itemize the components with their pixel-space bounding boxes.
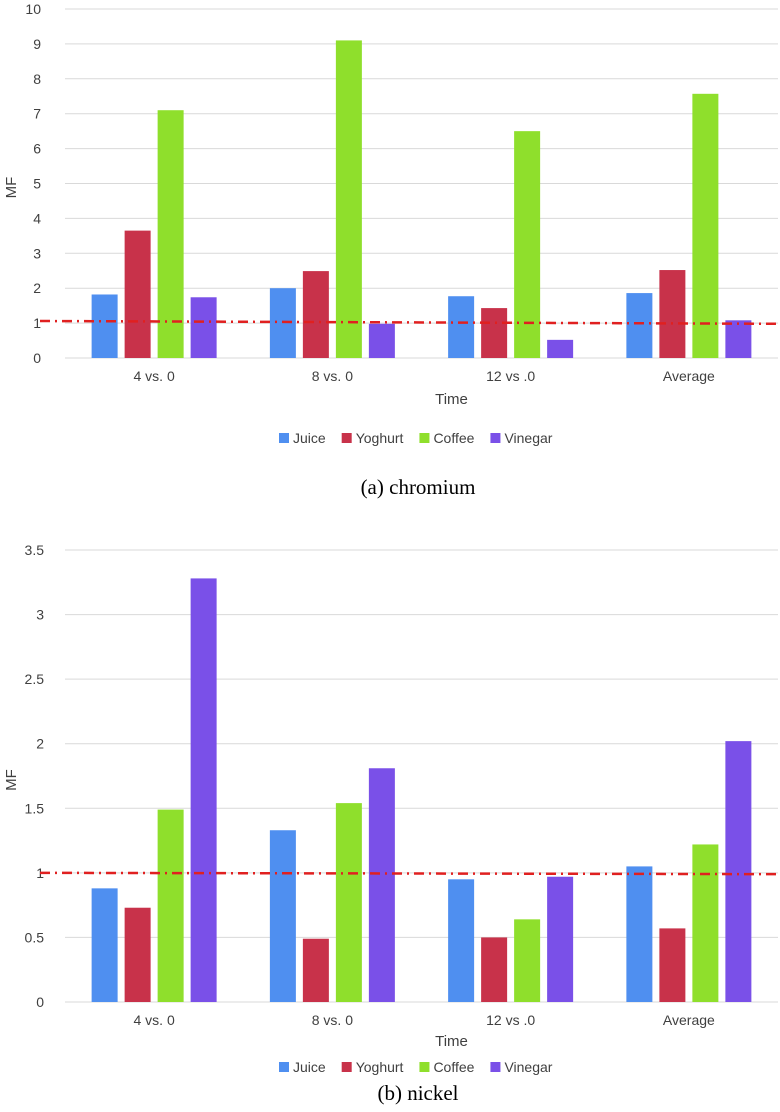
legend-label-vinegar: Vinegar — [504, 430, 552, 446]
chart-caption: (a) chromium — [361, 475, 476, 499]
y-axis-title: MF — [3, 177, 20, 199]
bar-coffee — [514, 919, 541, 1002]
legend-label-juice: Juice — [293, 1059, 326, 1075]
y-tick-label: 2 — [36, 736, 44, 752]
y-tick-label: 3.5 — [25, 542, 45, 558]
bar-coffee — [157, 809, 184, 1002]
bar-vinegar — [368, 323, 395, 358]
legend-swatch-juice — [279, 433, 289, 443]
chromium-chart: 0 1 2 3 4 5 6 7 8 9 10 4 vs. 0 8 vs. 0 12 vs .0 Averag… — [3, 1, 779, 499]
bar-yoghurt — [659, 270, 686, 358]
bar-coffee — [692, 844, 719, 1002]
legend-label-coffee: Coffee — [433, 430, 474, 446]
y-tick-label: 2 — [33, 280, 41, 296]
bar-yoghurt — [481, 937, 508, 1002]
y-tick-label: 4 — [33, 210, 41, 226]
legend-label-vinegar: Vinegar — [504, 1059, 552, 1075]
legend-swatch-vinegar — [490, 1062, 501, 1072]
bar-vinegar — [368, 768, 395, 1002]
bar-yoghurt — [124, 907, 151, 1002]
y-tick-label: 6 — [33, 141, 41, 157]
bar-juice — [626, 866, 653, 1002]
bar-coffee — [692, 93, 719, 358]
x-tick-label: 12 vs .0 — [486, 368, 535, 384]
y-tick-label: 0 — [36, 994, 44, 1010]
bar-vinegar — [547, 339, 574, 358]
legend-swatch-coffee — [419, 1062, 430, 1072]
y-axis-title: MF — [3, 769, 20, 791]
bar-juice — [448, 296, 475, 358]
legend-swatch-vinegar — [490, 433, 501, 443]
bar-vinegar — [725, 741, 752, 1002]
bar-yoghurt — [659, 928, 686, 1002]
bar-juice — [91, 888, 118, 1002]
x-tick-label: Average — [663, 368, 715, 384]
legend-label-yoghurt: Yoghurt — [356, 1059, 404, 1075]
x-axis-title: Time — [435, 1033, 468, 1050]
bar-vinegar — [190, 297, 217, 358]
y-tick-label: 7 — [33, 106, 41, 122]
legend-swatch-yoghurt — [341, 433, 352, 443]
bar-vinegar — [547, 876, 574, 1002]
y-tick-label: 9 — [33, 36, 41, 52]
y-tick-label: 1 — [33, 315, 41, 331]
legend-swatch-juice — [279, 1062, 289, 1072]
bar-yoghurt — [302, 938, 329, 1002]
chart-caption: (b) nickel — [377, 1081, 458, 1105]
y-tick-label: 1.5 — [25, 800, 45, 816]
bar-coffee — [157, 110, 184, 359]
bar-yoghurt — [124, 230, 151, 358]
legend-label-juice: Juice — [293, 430, 326, 446]
x-tick-label: 8 vs. 0 — [312, 368, 353, 384]
bar-coffee — [514, 131, 541, 358]
x-tick-label: 12 vs .0 — [486, 1012, 535, 1028]
bar-juice — [269, 830, 296, 1002]
legend-label-yoghurt: Yoghurt — [356, 430, 404, 446]
x-tick-label: 8 vs. 0 — [312, 1012, 353, 1028]
bar-yoghurt — [302, 271, 329, 358]
bar-coffee — [335, 40, 362, 358]
bar-juice — [626, 293, 653, 358]
y-tick-label: 3 — [33, 245, 41, 261]
y-tick-label: 3 — [36, 607, 44, 623]
legend-label-coffee: Coffee — [433, 1059, 474, 1075]
x-tick-label: 4 vs. 0 — [134, 1012, 175, 1028]
bar-juice — [91, 294, 118, 358]
y-tick-label: 0.5 — [25, 929, 45, 945]
bar-vinegar — [725, 320, 752, 358]
x-tick-label: Average — [663, 1012, 715, 1028]
legend-swatch-yoghurt — [341, 1062, 352, 1072]
x-tick-label: 4 vs. 0 — [134, 368, 175, 384]
bar-coffee — [335, 803, 362, 1002]
bar-vinegar — [190, 578, 217, 1002]
nickel-chart: 00.511.522.533.54 vs. 08 vs. 012 vs .0Av… — [3, 542, 779, 1105]
y-tick-label: 10 — [25, 1, 41, 17]
y-tick-label: 8 — [33, 71, 41, 87]
bar-yoghurt — [481, 308, 508, 358]
y-tick-label: 2.5 — [25, 671, 45, 687]
y-tick-label: 5 — [33, 176, 41, 192]
bar-juice — [448, 879, 475, 1002]
x-axis-title: Time — [435, 391, 468, 408]
y-tick-label: 0 — [33, 350, 41, 366]
legend-swatch-coffee — [419, 433, 430, 443]
